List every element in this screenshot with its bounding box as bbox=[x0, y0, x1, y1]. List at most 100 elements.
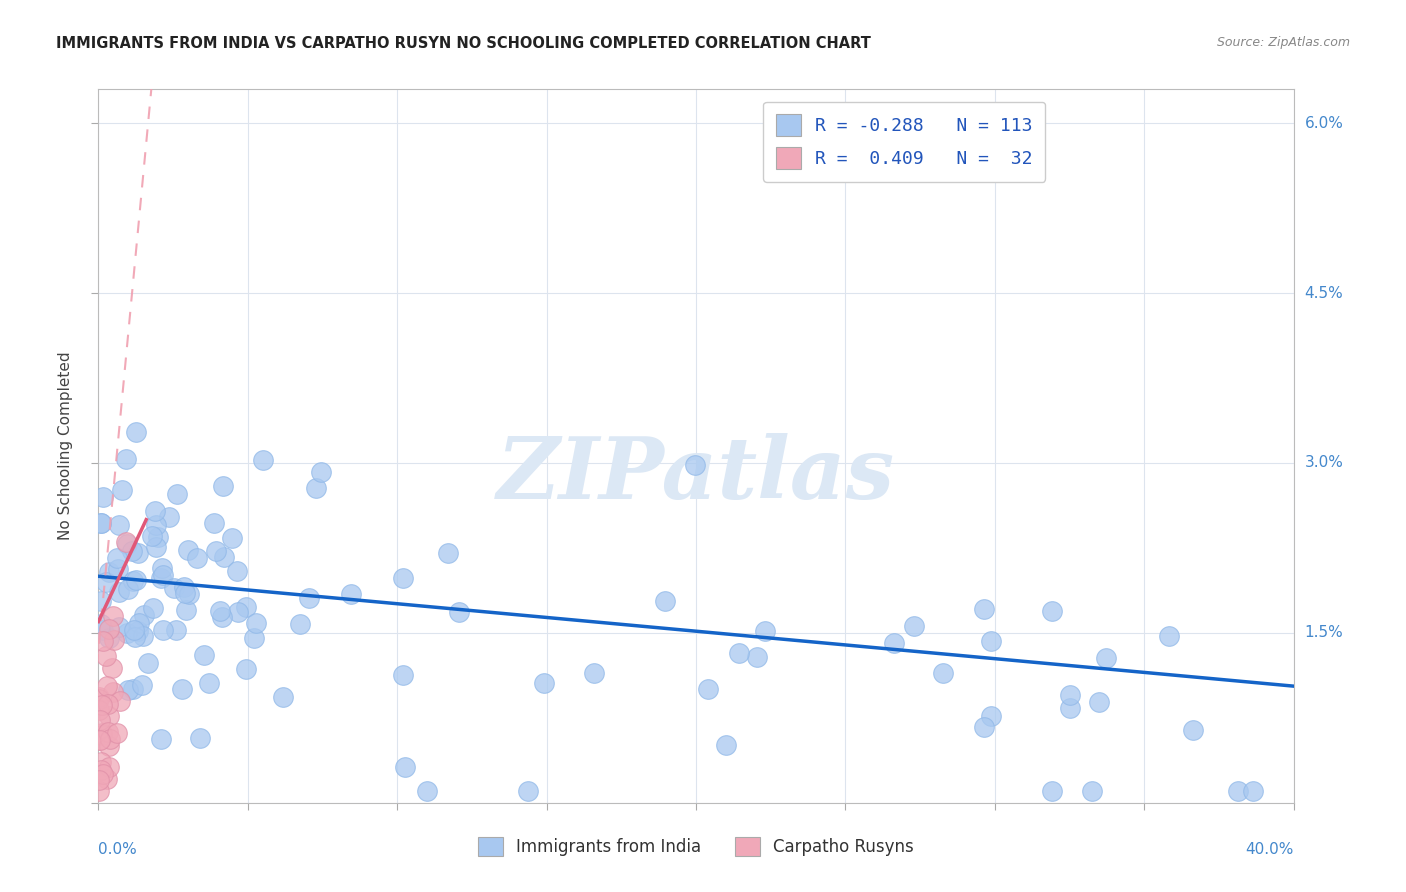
Point bbox=[209, 604, 232, 618]
Point bbox=[1040, 784, 1063, 798]
Point bbox=[176, 543, 198, 558]
Text: 6.0%: 6.0% bbox=[1305, 116, 1344, 131]
Point bbox=[298, 591, 321, 605]
Point bbox=[134, 607, 156, 622]
Point bbox=[149, 732, 172, 747]
Point bbox=[226, 564, 249, 578]
Point bbox=[728, 646, 751, 660]
Point bbox=[90, 763, 112, 777]
Point bbox=[117, 682, 139, 697]
Point bbox=[166, 624, 188, 638]
Point bbox=[91, 766, 114, 780]
Point bbox=[97, 725, 120, 739]
Point bbox=[90, 617, 112, 632]
Point bbox=[211, 610, 233, 624]
Point bbox=[90, 698, 112, 713]
Point bbox=[340, 587, 363, 601]
Point bbox=[91, 490, 114, 504]
Point bbox=[683, 458, 706, 472]
Point bbox=[516, 784, 538, 798]
Point bbox=[654, 594, 676, 608]
Point bbox=[90, 755, 112, 769]
Point bbox=[1040, 604, 1063, 618]
Point bbox=[90, 728, 112, 742]
Point bbox=[172, 681, 194, 696]
Point bbox=[173, 580, 195, 594]
Point bbox=[90, 516, 112, 531]
Point bbox=[221, 531, 243, 545]
Point bbox=[87, 773, 110, 788]
Point bbox=[745, 649, 768, 664]
Point bbox=[288, 617, 311, 632]
Point bbox=[416, 784, 439, 798]
Point bbox=[87, 732, 110, 747]
Point bbox=[98, 565, 121, 579]
Point bbox=[90, 516, 112, 531]
Point bbox=[128, 615, 150, 630]
Point bbox=[152, 623, 174, 637]
Point bbox=[305, 481, 328, 495]
Text: 0.0%: 0.0% bbox=[98, 842, 138, 856]
Point bbox=[97, 697, 120, 711]
Point bbox=[1241, 784, 1264, 798]
Point bbox=[1227, 784, 1250, 798]
Point bbox=[392, 668, 415, 682]
Point bbox=[202, 516, 225, 531]
Point bbox=[97, 623, 120, 637]
Point bbox=[103, 632, 125, 647]
Text: IMMIGRANTS FROM INDIA VS CARPATHO RUSYN NO SCHOOLING COMPLETED CORRELATION CHART: IMMIGRANTS FROM INDIA VS CARPATHO RUSYN … bbox=[56, 36, 872, 51]
Text: 3.0%: 3.0% bbox=[1305, 456, 1344, 470]
Point bbox=[115, 626, 138, 640]
Point bbox=[714, 738, 737, 752]
Text: 4.5%: 4.5% bbox=[1305, 285, 1343, 301]
Point bbox=[105, 551, 128, 566]
Point bbox=[98, 631, 121, 645]
Point bbox=[141, 529, 163, 543]
Point bbox=[193, 648, 215, 663]
Point bbox=[150, 571, 173, 585]
Point bbox=[226, 605, 249, 619]
Text: Source: ZipAtlas.com: Source: ZipAtlas.com bbox=[1216, 36, 1350, 49]
Point bbox=[931, 666, 953, 681]
Point bbox=[127, 624, 149, 638]
Point bbox=[174, 586, 197, 600]
Text: 40.0%: 40.0% bbox=[1246, 842, 1294, 856]
Point bbox=[87, 784, 110, 798]
Point bbox=[97, 739, 120, 754]
Point bbox=[96, 772, 118, 786]
Point bbox=[152, 568, 174, 582]
Point bbox=[980, 709, 1002, 723]
Point bbox=[121, 543, 143, 558]
Point bbox=[252, 453, 274, 467]
Point bbox=[582, 666, 605, 681]
Point bbox=[533, 676, 555, 690]
Point bbox=[198, 676, 221, 690]
Point bbox=[1088, 695, 1111, 709]
Legend: Immigrants from India, Carpatho Rusyns: Immigrants from India, Carpatho Rusyns bbox=[468, 827, 924, 866]
Point bbox=[87, 703, 110, 717]
Text: 1.5%: 1.5% bbox=[1305, 625, 1343, 640]
Point bbox=[447, 605, 470, 619]
Point bbox=[903, 619, 925, 633]
Point bbox=[115, 451, 138, 466]
Point bbox=[186, 550, 208, 565]
Point bbox=[136, 656, 159, 670]
Point bbox=[437, 546, 460, 560]
Point bbox=[87, 692, 110, 706]
Point bbox=[122, 682, 145, 697]
Point bbox=[271, 690, 294, 704]
Point bbox=[245, 615, 267, 630]
Point bbox=[214, 550, 236, 565]
Point bbox=[205, 544, 228, 558]
Point bbox=[157, 509, 180, 524]
Point bbox=[108, 518, 131, 533]
Point bbox=[1081, 784, 1104, 798]
Point bbox=[177, 587, 200, 601]
Point bbox=[108, 694, 131, 708]
Point bbox=[122, 623, 145, 637]
Point bbox=[107, 562, 129, 576]
Point bbox=[1157, 629, 1180, 643]
Point bbox=[146, 530, 169, 544]
Point bbox=[90, 594, 112, 608]
Y-axis label: No Schooling Completed: No Schooling Completed bbox=[58, 351, 73, 541]
